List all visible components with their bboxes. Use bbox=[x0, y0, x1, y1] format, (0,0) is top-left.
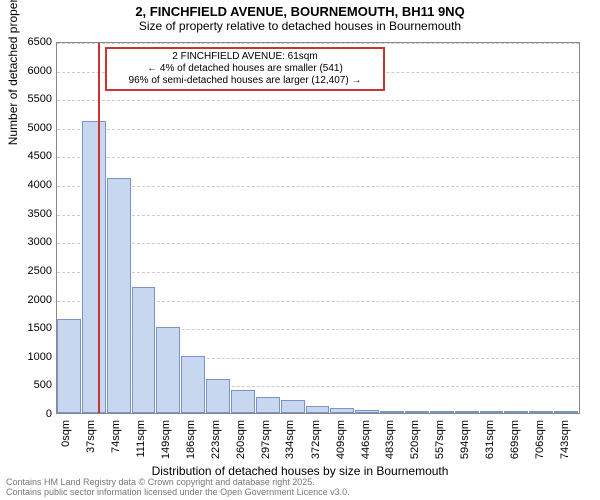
footer-line-2: Contains public sector information licen… bbox=[6, 488, 350, 498]
callout-box: 2 FINCHFIELD AVENUE: 61sqm← 4% of detach… bbox=[105, 47, 385, 91]
gridline bbox=[57, 215, 579, 216]
gridline bbox=[57, 272, 579, 273]
histogram-bar bbox=[256, 397, 280, 413]
x-tick-label: 631sqm bbox=[484, 420, 496, 470]
x-tick-label: 37sqm bbox=[85, 420, 97, 470]
histogram-bar bbox=[306, 406, 330, 413]
histogram-bar bbox=[380, 411, 404, 413]
histogram-bar bbox=[480, 411, 504, 413]
histogram-bar bbox=[355, 410, 379, 413]
y-tick-label: 5500 bbox=[4, 93, 52, 105]
histogram-bar bbox=[132, 287, 156, 413]
gridline bbox=[57, 129, 579, 130]
x-tick-label: 706sqm bbox=[534, 420, 546, 470]
histogram-bar bbox=[504, 411, 528, 413]
x-tick-label: 297sqm bbox=[260, 420, 272, 470]
x-tick-label: 520sqm bbox=[409, 420, 421, 470]
y-tick-label: 6500 bbox=[4, 36, 52, 48]
histogram-bar bbox=[107, 178, 131, 413]
y-tick-label: 4000 bbox=[4, 179, 52, 191]
histogram-bar bbox=[156, 327, 180, 413]
chart-title: 2, FINCHFIELD AVENUE, BOURNEMOUTH, BH11 … bbox=[0, 4, 600, 19]
x-tick-label: 74sqm bbox=[110, 420, 122, 470]
histogram-bar bbox=[281, 400, 305, 413]
y-tick-label: 2000 bbox=[4, 294, 52, 306]
histogram-bar bbox=[82, 121, 106, 413]
x-tick-label: 743sqm bbox=[559, 420, 571, 470]
y-tick-label: 5000 bbox=[4, 122, 52, 134]
x-tick-label: 334sqm bbox=[284, 420, 296, 470]
y-tick-label: 1000 bbox=[4, 351, 52, 363]
gridline bbox=[57, 157, 579, 158]
y-tick-label: 6000 bbox=[4, 65, 52, 77]
y-tick-label: 3500 bbox=[4, 208, 52, 220]
x-tick-label: 0sqm bbox=[60, 420, 72, 470]
chart-subtitle: Size of property relative to detached ho… bbox=[0, 19, 600, 33]
marker-line bbox=[98, 43, 100, 413]
x-tick-label: 111sqm bbox=[135, 420, 147, 470]
histogram-bar bbox=[57, 319, 81, 413]
x-tick-label: 669sqm bbox=[509, 420, 521, 470]
histogram-bar bbox=[554, 411, 578, 413]
histogram-bar bbox=[529, 411, 553, 413]
histogram-bar bbox=[455, 411, 479, 413]
gridline bbox=[57, 243, 579, 244]
y-tick-label: 500 bbox=[4, 379, 52, 391]
x-tick-label: 372sqm bbox=[310, 420, 322, 470]
x-tick-label: 446sqm bbox=[360, 420, 372, 470]
histogram-bar bbox=[405, 411, 429, 413]
chart-title-block: 2, FINCHFIELD AVENUE, BOURNEMOUTH, BH11 … bbox=[0, 0, 600, 33]
x-tick-label: 223sqm bbox=[210, 420, 222, 470]
histogram-bar bbox=[330, 408, 354, 413]
histogram-bar bbox=[181, 356, 205, 413]
y-tick-label: 3000 bbox=[4, 236, 52, 248]
footer-attribution: Contains HM Land Registry data © Crown c… bbox=[6, 478, 350, 498]
y-tick-label: 4500 bbox=[4, 150, 52, 162]
x-tick-label: 149sqm bbox=[160, 420, 172, 470]
histogram-bar bbox=[430, 411, 454, 413]
x-tick-label: 483sqm bbox=[384, 420, 396, 470]
x-tick-label: 260sqm bbox=[235, 420, 247, 470]
gridline bbox=[57, 43, 579, 44]
x-tick-label: 557sqm bbox=[434, 420, 446, 470]
callout-line-2: ← 4% of detached houses are smaller (541… bbox=[113, 63, 377, 75]
x-tick-label: 186sqm bbox=[185, 420, 197, 470]
y-tick-label: 2500 bbox=[4, 265, 52, 277]
gridline bbox=[57, 100, 579, 101]
callout-line-1: 2 FINCHFIELD AVENUE: 61sqm bbox=[113, 51, 377, 63]
histogram-bar bbox=[206, 379, 230, 413]
gridline bbox=[57, 186, 579, 187]
callout-line-3: 96% of semi-detached houses are larger (… bbox=[113, 75, 377, 87]
plot-area: 2 FINCHFIELD AVENUE: 61sqm← 4% of detach… bbox=[56, 42, 580, 414]
y-tick-label: 0 bbox=[4, 408, 52, 420]
x-tick-label: 594sqm bbox=[459, 420, 471, 470]
x-tick-label: 409sqm bbox=[335, 420, 347, 470]
histogram-bar bbox=[231, 390, 255, 413]
y-tick-label: 1500 bbox=[4, 322, 52, 334]
